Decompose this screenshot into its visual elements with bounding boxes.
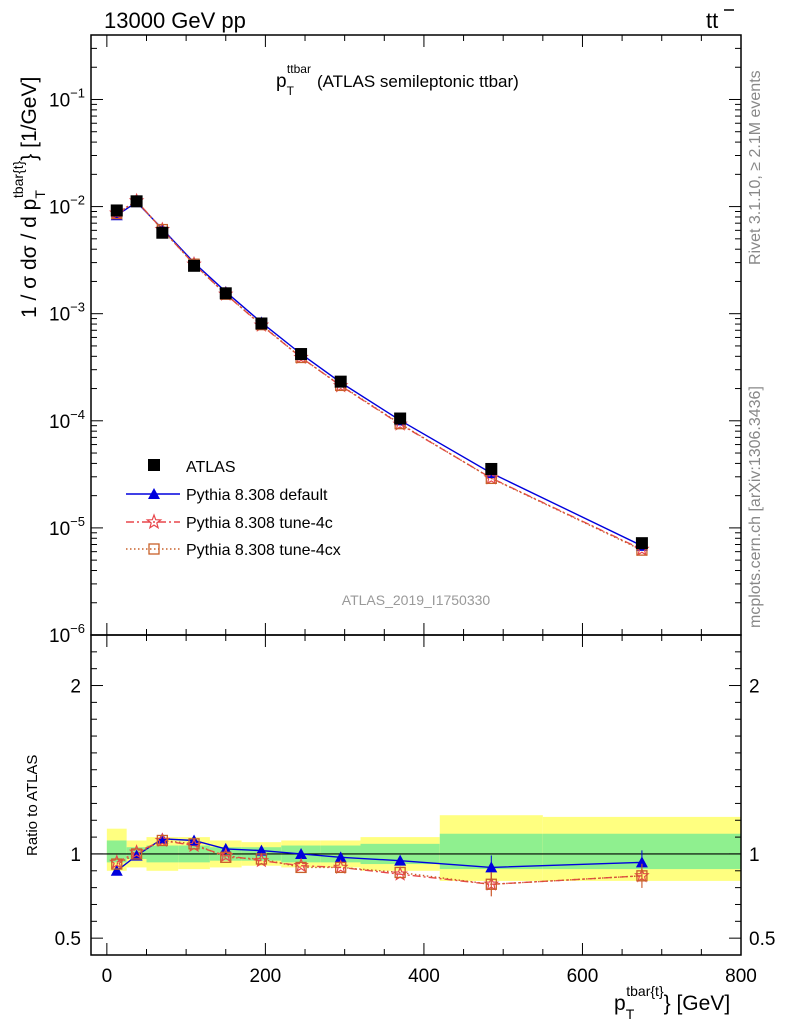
ratio-point-pythia-8-308-tune-4cx	[295, 861, 307, 874]
ratio-xlabel: pTtbar{t}} [GeV]	[614, 983, 730, 1022]
main-point-atlas	[295, 348, 308, 361]
main-point-atlas	[334, 375, 347, 388]
main-point-atlas	[485, 462, 498, 475]
main-ytick-label-6: 10−6	[49, 621, 85, 647]
legend-marker-default	[148, 488, 160, 499]
process-label-tbar: t	[712, 8, 718, 33]
main-point-atlas	[635, 537, 648, 550]
ratio-point-pythia-8-308-tune-4cx	[220, 851, 232, 863]
legend: ATLAS Pythia 8.308 default Pythia 8.308 …	[126, 459, 341, 559]
legend-label-tune4c: Pythia 8.308 tune-4c	[186, 515, 333, 532]
analysis-watermark: ATLAS_2019_I1750330	[342, 592, 491, 608]
process-label: tt	[706, 8, 718, 33]
ratio-ylabel: Ratio to ATLAS	[24, 755, 41, 856]
rivet-label: Rivet 3.1.10, ≥ 2.1M events	[747, 70, 764, 265]
ratio-line-pythia-8-308-tune-4cx	[116, 839, 642, 886]
ratio-point-pythia-8-308-tune-4cx	[156, 834, 168, 847]
ratio-plot: 0 200 400 600 800 0.5 0.5 1 1 2 2	[55, 634, 775, 987]
main-ytick-label-5: 10−5	[49, 514, 85, 540]
ratio-frame	[90, 634, 742, 956]
ratio-point-pythia-8-308-default	[295, 847, 308, 859]
main-line-pythia-8-308-tune-4cx	[116, 200, 643, 551]
legend-label-tune4cx: Pythia 8.308 tune-4cx	[186, 542, 341, 559]
ratio-ytick-label-right: 2	[749, 677, 760, 698]
main-point-atlas	[188, 259, 201, 272]
main-point-atlas	[255, 317, 268, 330]
main-plot: 10−1 10−2 10−3 10−4 10−5 10−6	[49, 34, 742, 647]
legend-label-atlas: ATLAS	[186, 459, 236, 476]
ratio-point-pythia-8-308-default	[110, 864, 123, 876]
ratio-point-pythia-8-308-tune-4cx	[335, 861, 347, 874]
ratio-ytick-label-right: 1	[749, 845, 760, 866]
ratio-band-inner	[106, 840, 127, 863]
main-ytick-label-3: 10−3	[49, 300, 85, 326]
ratio-xtick-label-400: 400	[408, 966, 440, 987]
ratio-point-pythia-8-308-tune-4cx	[111, 858, 123, 870]
ratio-point-pythia-8-308-tune-4cx	[636, 870, 648, 882]
legend-marker-tune4c	[145, 513, 163, 530]
ratio-point-pythia-8-308-tune-4cx	[485, 878, 497, 890]
ratio-point-pythia-8-308-default	[635, 856, 648, 868]
ratio-xtick-label-600: 600	[567, 966, 599, 987]
main-point-atlas	[394, 412, 407, 425]
main-ylabel: 1 / σ dσ / d pTtbar{t}} [1/GeV]	[10, 77, 48, 318]
legend-label-default: Pythia 8.308 default	[186, 487, 328, 504]
ratio-ytick-label-right: 0.5	[749, 929, 775, 950]
main-point-atlas	[130, 195, 143, 208]
ratio-xtick-label-0: 0	[102, 966, 113, 987]
main-point-atlas	[110, 204, 123, 217]
beam-label: 13000 GeV pp	[104, 8, 246, 33]
main-point-atlas	[219, 287, 232, 300]
main-ytick-label-4: 10−4	[49, 407, 85, 433]
ratio-point-pythia-8-308-tune-4cx	[188, 838, 200, 850]
legend-marker-tune4cx	[148, 543, 160, 555]
ratio-point-pythia-8-308-default	[485, 861, 498, 873]
ratio-point-pythia-8-308-tune-4cx	[394, 866, 406, 879]
ratio-point-pythia-8-308-default	[334, 851, 347, 863]
process-label-t: t	[706, 8, 712, 33]
main-point-atlas	[156, 226, 169, 239]
ratio-ytick-label-left: 1	[70, 845, 81, 866]
ratio-xtick-label-800: 800	[725, 966, 757, 987]
main-ytick-label-2: 10−2	[49, 193, 85, 219]
ratio-point-pythia-8-308-tune-4cx	[130, 848, 143, 860]
ratio-point-pythia-8-308-default	[255, 844, 268, 856]
main-ytick-label-1: 10−1	[49, 85, 85, 111]
legend-marker-atlas	[148, 459, 160, 471]
main-title: pTttbar(ATLAS semileptonic ttbar)	[276, 62, 519, 98]
ratio-point-pythia-8-308-default	[394, 854, 407, 866]
ratio-point-pythia-8-308-tune-4cx	[255, 853, 268, 865]
ratio-line-pythia-8-308-tune-4c	[116, 839, 642, 886]
mcplots-label: mcplots.cern.ch [arXiv:1306.3436]	[747, 386, 764, 628]
ratio-ytick-label-left: 2	[70, 677, 81, 698]
ratio-ytick-label-left: 0.5	[55, 929, 81, 950]
ratio-xtick-label-200: 200	[250, 966, 282, 987]
